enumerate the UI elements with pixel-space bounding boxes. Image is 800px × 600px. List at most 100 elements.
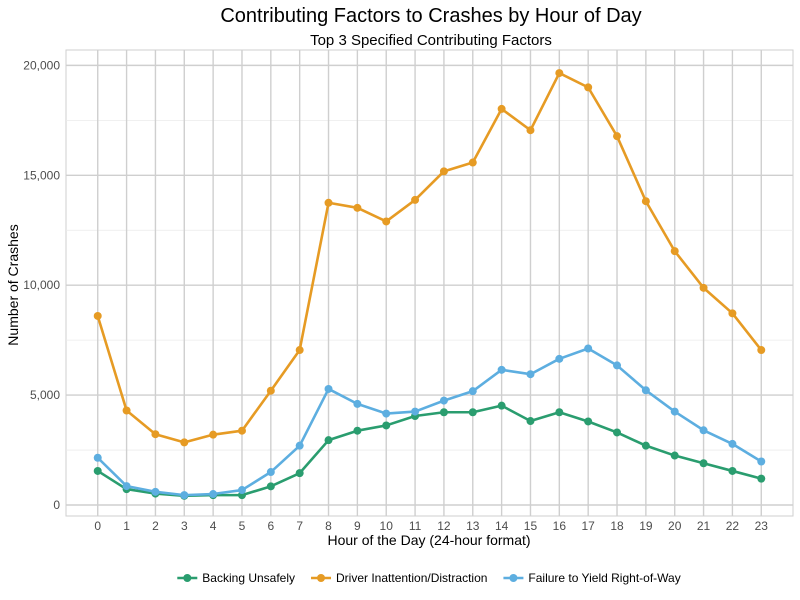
data-point [641,441,650,450]
data-point [584,83,593,92]
x-tick-label: 0 [94,519,101,533]
legend-label: Backing Unsafely [202,571,295,585]
y-axis-title: Number of Crashes [5,224,21,345]
x-tick-label: 20 [668,519,682,533]
y-tick-label: 5,000 [30,388,60,402]
data-point [757,474,766,483]
data-point [584,417,593,426]
x-tick-label: 19 [639,519,653,533]
data-point [353,203,362,212]
data-point [555,69,564,78]
data-point [324,198,333,207]
data-point [295,346,304,355]
chart-subtitle: Top 3 Specified Contributing Factors [310,32,552,49]
data-point [122,406,131,415]
data-point [353,399,362,408]
data-point [699,459,708,468]
chart-title: Contributing Factors to Crashes by Hour … [220,5,641,27]
data-point [324,384,333,393]
data-point [670,451,679,460]
x-axis-ticks: 0 1 2 3 4 5 6 7 8 9 10 11 12 13 14 15 16 17 18 19 20 21 22 23 [94,519,768,533]
data-point [670,407,679,416]
data-point [411,407,420,416]
data-point [699,283,708,292]
data-point [266,386,275,395]
data-point [209,430,218,439]
data-point [728,439,737,448]
data-point [382,217,391,226]
series-2 [93,344,766,500]
data-point [613,428,622,437]
x-tick-label: 11 [409,519,422,533]
data-point [151,430,160,439]
series-line [96,71,763,444]
x-tick-label: 13 [466,519,480,533]
data-point [641,386,650,395]
x-tick-label: 4 [210,519,217,533]
x-tick-label: 16 [553,519,567,533]
legend-label: Failure to Yield Right-of-Way [528,571,680,585]
data-point [151,487,160,496]
legend-label: Driver Inattention/Distraction [336,571,487,585]
x-tick-label: 10 [380,519,394,533]
plot-panel-border [65,49,794,517]
x-tick-label: 2 [152,519,159,533]
data-point [613,361,622,370]
y-tick-label: 15,000 [23,168,60,182]
data-point [468,158,477,167]
data-point [699,426,708,435]
series-0 [93,401,766,500]
x-tick-label: 12 [437,519,451,533]
x-tick-label: 18 [610,519,624,533]
x-tick-label: 8 [325,519,332,533]
x-tick-label: 22 [726,519,740,533]
data-point [526,417,535,426]
legend-item: Backing Unsafely [177,571,295,585]
data-point [439,167,448,176]
data-point [497,104,506,113]
data-point [180,491,189,500]
x-tick-label: 14 [495,519,509,533]
data-point [382,409,391,418]
data-point [670,247,679,256]
data-point [468,408,477,417]
data-point [526,370,535,379]
x-tick-label: 5 [239,519,246,533]
data-point [555,354,564,363]
data-point [237,426,246,435]
x-tick-label: 6 [267,519,274,533]
data-point [209,490,218,499]
data-point [295,441,304,450]
data-point [237,486,246,495]
legend-item: Driver Inattention/Distraction [311,571,487,585]
legend-key-point [509,574,518,582]
data-point [728,466,737,475]
x-tick-label: 9 [354,519,361,533]
y-tick-label: 0 [53,498,60,512]
data-point [93,466,102,475]
x-tick-label: 15 [524,519,538,533]
y-tick-label: 20,000 [23,58,60,72]
legend: Backing Unsafely Driver Inattention/Distr… [177,571,681,585]
data-point [266,482,275,491]
data-point [728,309,737,318]
data-point [266,468,275,477]
x-tick-label: 7 [296,519,303,533]
grid [65,49,794,517]
series-line [96,347,763,497]
legend-item: Failure to Yield Right-of-Way [503,571,681,585]
x-axis-title: Hour of the Day (24-hour format) [327,532,530,548]
data-point [526,126,535,135]
series-group [93,69,766,500]
x-tick-label: 3 [181,519,188,533]
data-point [93,453,102,462]
data-point [641,197,650,206]
data-point [584,344,593,353]
data-point [555,408,564,417]
y-tick-label: 10,000 [23,278,60,292]
x-tick-label: 23 [755,519,769,533]
data-point [757,457,766,466]
data-point [93,311,102,320]
x-tick-label: 17 [581,519,595,533]
